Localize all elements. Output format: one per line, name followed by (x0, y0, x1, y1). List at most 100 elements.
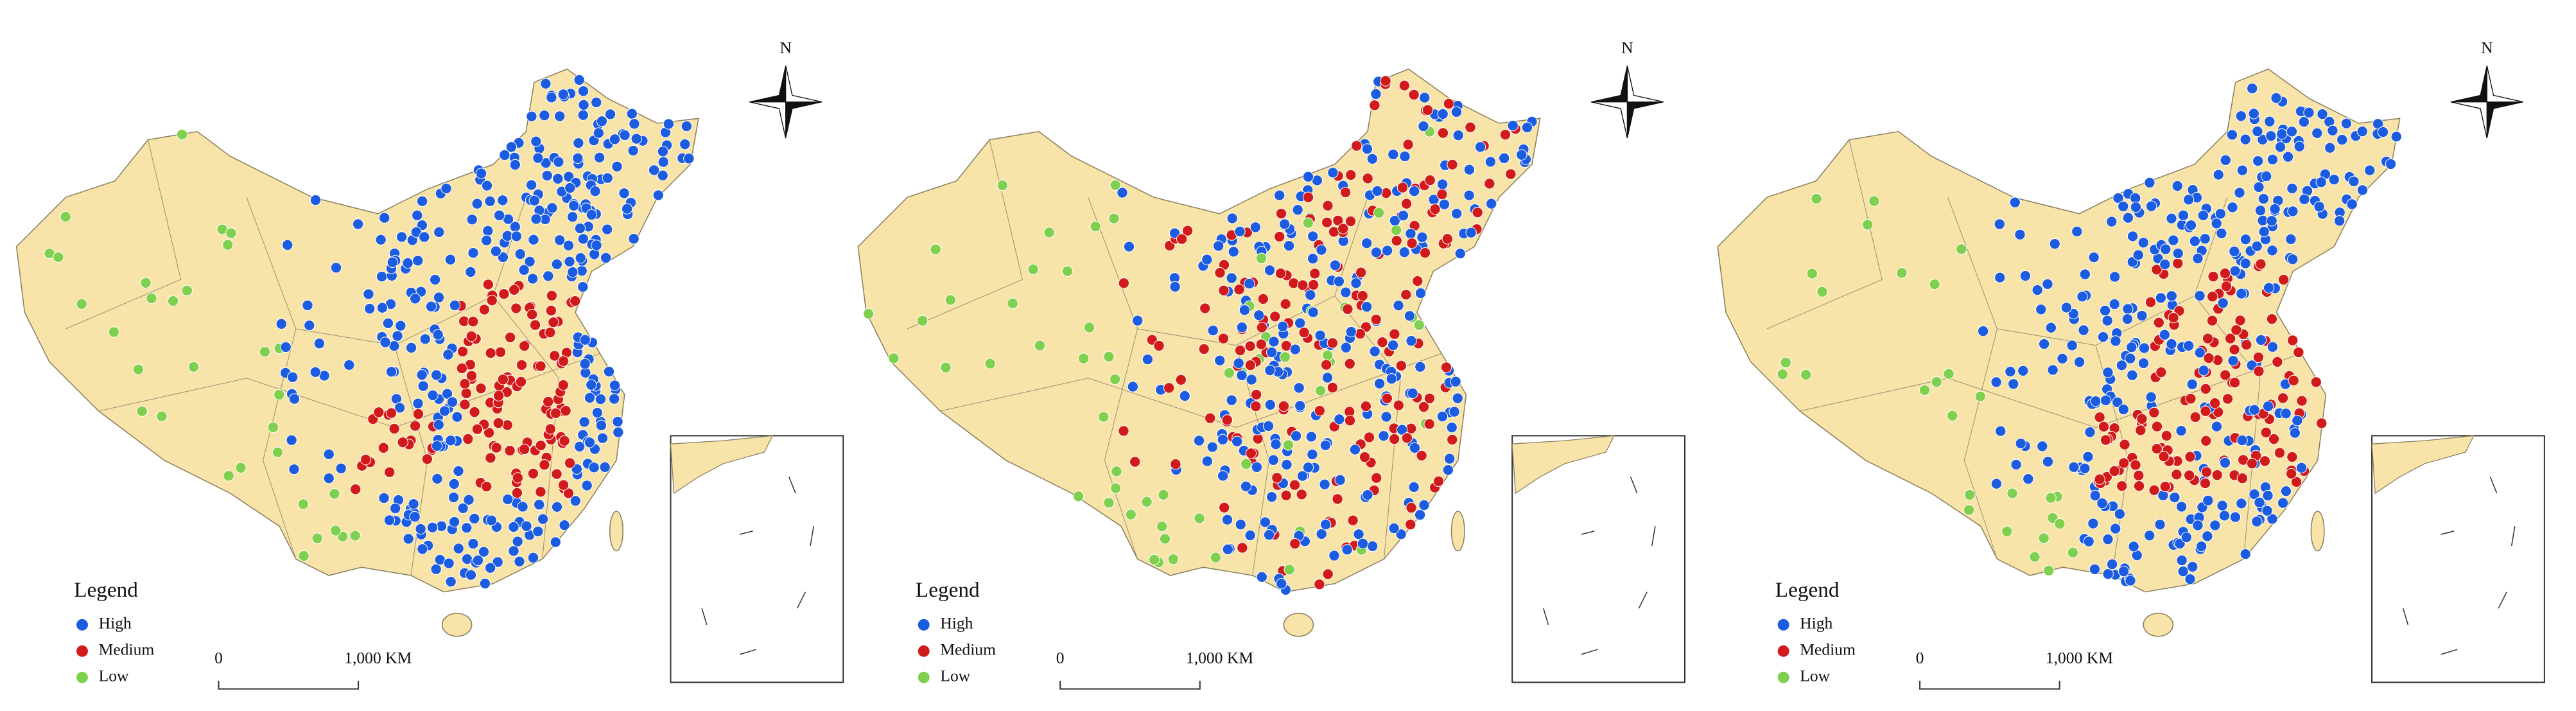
site-point (225, 227, 237, 239)
site-point (599, 461, 611, 473)
site-point (478, 304, 491, 315)
site-point (2168, 234, 2179, 246)
site-point (2182, 194, 2195, 206)
site-point (2287, 206, 2299, 217)
taiwan-island (1450, 511, 1465, 552)
site-point (2118, 457, 2130, 469)
site-point (2198, 365, 2209, 376)
site-point (1307, 252, 1319, 265)
legend-swatch (1777, 671, 1789, 683)
site-point (1298, 326, 1310, 338)
site-point (1148, 554, 1160, 566)
site-point (2236, 288, 2247, 299)
site-point (577, 233, 589, 245)
site-point (2346, 198, 2358, 210)
site-point (1289, 344, 1301, 355)
site-point (557, 355, 570, 367)
hainan-island (1283, 613, 1314, 637)
site-point (409, 511, 421, 523)
site-point (572, 152, 584, 164)
site-point (1408, 186, 1420, 197)
site-point (1158, 489, 1169, 501)
site-point (584, 392, 596, 403)
site-point (568, 200, 580, 211)
site-point (1264, 265, 1276, 276)
site-point (1412, 275, 1423, 287)
site-point (1947, 410, 1958, 421)
site-point (412, 209, 423, 222)
site-point (1319, 518, 1332, 531)
site-point (1332, 215, 1344, 227)
site-point (2137, 237, 2149, 249)
site-point (2082, 451, 2094, 462)
site-point (492, 417, 504, 429)
site-point (2128, 541, 2139, 552)
site-point (1449, 406, 1460, 417)
site-point (2211, 469, 2223, 481)
site-point (1450, 207, 1463, 220)
site-point (1505, 168, 1517, 180)
site-point (1322, 349, 1334, 361)
site-point (444, 254, 457, 265)
site-point (1269, 311, 1281, 322)
legend-label: High (1800, 614, 1832, 633)
site-point (2098, 421, 2110, 433)
site-point (1302, 191, 1314, 203)
site-point (2159, 480, 2171, 493)
site-point (1463, 164, 1475, 175)
site-point (2254, 496, 2265, 509)
site-point (1270, 439, 1282, 450)
legend-label: Low (940, 667, 970, 685)
site-point (409, 420, 421, 432)
legend-swatch (1777, 619, 1789, 631)
site-point (2258, 225, 2270, 238)
site-point (1423, 392, 1436, 404)
site-point (302, 299, 313, 312)
legend-label: High (940, 614, 973, 633)
legend-swatch (76, 671, 88, 683)
site-point (1176, 233, 1188, 245)
province-boundary (1088, 197, 1237, 346)
site-point (1363, 432, 1375, 443)
site-point (2315, 176, 2327, 188)
site-point (360, 453, 372, 466)
site-point (441, 388, 453, 399)
site-point (60, 211, 71, 223)
inset-dashes (1543, 477, 1656, 655)
site-point (442, 349, 454, 360)
site-point (526, 309, 538, 320)
site-point (2356, 184, 2369, 196)
site-point (1990, 376, 2002, 388)
site-point (1170, 458, 1181, 470)
hainan-island (2143, 613, 2174, 637)
site-point (1278, 218, 1291, 230)
site-point (378, 492, 390, 504)
site-point (557, 379, 570, 391)
site-point (297, 498, 309, 510)
site-point (1226, 213, 1238, 224)
site-point (2009, 197, 2021, 208)
site-point (1380, 411, 1392, 423)
site-point (1239, 304, 1251, 316)
site-point (1296, 489, 1307, 500)
site-point (518, 443, 530, 455)
site-point (1322, 200, 1334, 211)
site-point (1125, 509, 1136, 520)
scale-bar (1919, 680, 2060, 690)
site-point (621, 203, 633, 215)
site-point (417, 543, 428, 555)
site-point (1250, 389, 1262, 401)
north-arrow-light (2450, 66, 2523, 139)
site-point (540, 157, 552, 169)
site-point (1244, 340, 1256, 352)
site-point (453, 543, 464, 554)
site-point (1419, 247, 1431, 259)
site-point (2148, 407, 2160, 419)
site-point (2299, 193, 2310, 205)
site-point (1221, 414, 1233, 426)
site-point (2161, 430, 2173, 442)
site-point (2269, 203, 2281, 215)
site-point (1400, 198, 1413, 209)
site-point (613, 426, 624, 438)
site-point (1995, 425, 2006, 437)
